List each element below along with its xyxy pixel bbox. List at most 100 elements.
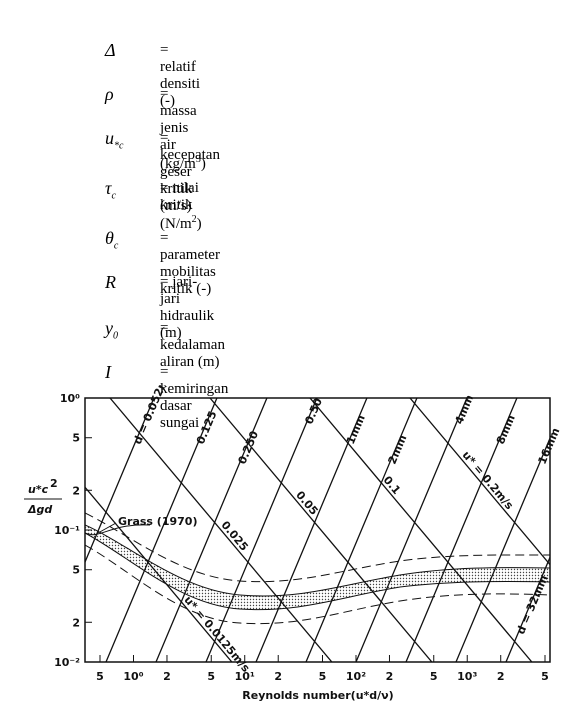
y-label-den: Δgd [27, 503, 52, 516]
symbol-sub: *c [114, 140, 124, 152]
text-sup: 2 [191, 214, 197, 225]
shields-band [85, 524, 550, 611]
symbol: Δ [105, 40, 116, 61]
reference-lines [85, 398, 550, 662]
symbol: u*c [105, 128, 123, 152]
d-line-label: 0.125 [194, 409, 220, 446]
y-tick-label: 10⁻² [54, 656, 80, 669]
y-tick-label: 2 [72, 616, 80, 629]
u-line [209, 398, 433, 662]
x-tick-label: 5 [319, 670, 327, 683]
symbol-main: R [105, 272, 116, 292]
definition-text: = relatif densiti (-) [160, 42, 200, 110]
symbol-sub: 0 [113, 330, 118, 342]
d-line [505, 555, 550, 662]
y-tick-label: 2 [72, 484, 80, 497]
symbol: ρ [105, 84, 114, 105]
x-tick-label: 5 [430, 670, 438, 683]
symbol: τc [105, 178, 116, 202]
u-line [409, 398, 550, 566]
text: = parameter mobilitas kritik (-) [160, 230, 220, 297]
u-line [109, 398, 333, 662]
d-line [455, 436, 550, 662]
symbol-sub: c [111, 190, 116, 202]
definition-text: = parameter mobilitas kritik (-) [160, 230, 220, 298]
upper-bound [85, 512, 550, 583]
d-line-label: 2mm [386, 433, 410, 466]
grass-curve [85, 524, 151, 536]
d-line-label: 1mm [344, 413, 368, 446]
x-tick-label: 5 [207, 670, 215, 683]
d-line-label: d = 32mm [514, 573, 551, 636]
text: = kemiringan dasar sungai [160, 364, 229, 431]
symbol-main: y [105, 318, 113, 338]
x-tick-label: 2 [497, 670, 505, 683]
d-line [85, 398, 155, 564]
plot-frame [84, 397, 551, 663]
definition-text: = massa jenis air (kg/m3) [160, 86, 206, 173]
y-label-num: u*c [28, 483, 49, 496]
u-line [309, 398, 533, 662]
text-tail: ) [196, 216, 202, 232]
symbol-main: u [105, 128, 114, 148]
d-line [205, 398, 318, 662]
u-line [85, 486, 233, 662]
symbol: I [105, 362, 111, 383]
x-tick-label: 2 [163, 670, 171, 683]
shields-diagram: 5 10⁰ 2 5 10¹ 2 5 10² 2 5 10³ 2 5 10⁰ 5 2 10⁻¹ 5 2 10⁻² d = … [24, 385, 563, 702]
definition-text: = jari-jari hidraulik (m) [160, 274, 214, 342]
x-axis-label: Reynolds number(u*d/ν) [242, 689, 393, 702]
symbol-main: τ [105, 178, 112, 198]
d-line [305, 398, 418, 662]
text: = kedalaman aliran (m) [160, 320, 225, 370]
text: = nilai kritik (N/m [160, 180, 199, 232]
x-tick-label: 2 [274, 670, 282, 683]
d-line [405, 398, 518, 662]
x-tick-label: 10¹ [235, 670, 255, 683]
definition-text: = kemiringan dasar sungai [160, 364, 228, 432]
symbol-main: Δ [105, 40, 116, 60]
symbol-main: I [105, 362, 111, 382]
symbol: θc [105, 228, 118, 252]
y-label-sup: 2 [50, 477, 58, 490]
text: = jari-jari hidraulik (m) [160, 274, 215, 341]
text: = relatif densiti (-) [160, 42, 200, 109]
y-tick-label: 5 [72, 564, 80, 577]
x-tick-label: 10³ [457, 670, 477, 683]
text-tail: ) [200, 156, 206, 172]
curves [85, 512, 550, 625]
symbol-main: θ [105, 228, 114, 248]
d-line [255, 398, 368, 662]
d-line-label: 16mm [536, 426, 563, 466]
text: = massa jenis air (kg/m [160, 86, 197, 172]
text: = kecepatan geser kritik (m/s) [160, 130, 220, 214]
y-tick-label: 10⁻¹ [54, 524, 80, 537]
symbol: y0 [105, 318, 118, 342]
d-line-label: d = 0.052mm [131, 385, 175, 446]
definition-text: = kedalaman aliran (m) [160, 320, 225, 371]
d-line-label: 0.250 [236, 429, 262, 466]
curve-leader [97, 522, 117, 534]
curve-label: Grass (1970) [118, 515, 197, 528]
x-tick-label: 2 [386, 670, 394, 683]
u-line-label: 0.025 [218, 519, 250, 554]
x-tick-label: 5 [96, 670, 104, 683]
definition-text: = kecepatan geser kritik (m/s) [160, 130, 220, 215]
text-sup: 3 [195, 154, 201, 165]
x-tick-label: 10⁰ [123, 670, 143, 683]
y-tick-label: 5 [72, 432, 80, 445]
d-line [155, 398, 268, 662]
d-line [105, 398, 218, 662]
d-line [355, 398, 468, 662]
x-tick-label: 10² [346, 670, 366, 683]
y-tick-label: 10⁰ [60, 392, 80, 405]
definition-text: = nilai kritik (N/m2) [160, 180, 202, 233]
lower-bound [85, 544, 550, 625]
symbol-main: ρ [105, 84, 114, 104]
symbol: R [105, 272, 116, 293]
x-tick-label: 5 [541, 670, 549, 683]
d-line-label: 8mm [494, 413, 518, 446]
symbol-sub: c [113, 240, 119, 252]
u-line-label: u* = 0.2m/s [460, 449, 517, 513]
